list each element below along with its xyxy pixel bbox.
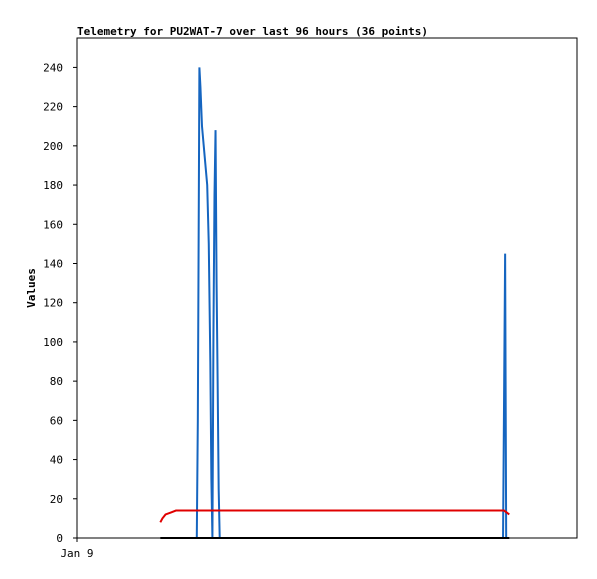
y-axis-label: Values [25,268,38,308]
y-tick-label: 20 [50,493,63,506]
y-tick-label: 220 [43,101,63,114]
y-tick-label: 0 [56,532,63,545]
y-tick-label: 60 [50,414,63,427]
y-tick-label: 100 [43,336,63,349]
y-tick-label: 80 [50,375,63,388]
y-tick-label: 140 [43,257,63,270]
y-tick-label: 40 [50,454,63,467]
y-tick-label: 240 [43,61,63,74]
data-line [159,509,510,523]
y-tick-label: 120 [43,297,63,310]
y-tick-label: 160 [43,218,63,231]
x-tick-label: Jan 9 [60,547,93,560]
y-tick-label: 200 [43,140,63,153]
y-tick-label: 180 [43,179,63,192]
chart-title: Telemetry for PU2WAT-7 over last 96 hour… [77,25,428,38]
